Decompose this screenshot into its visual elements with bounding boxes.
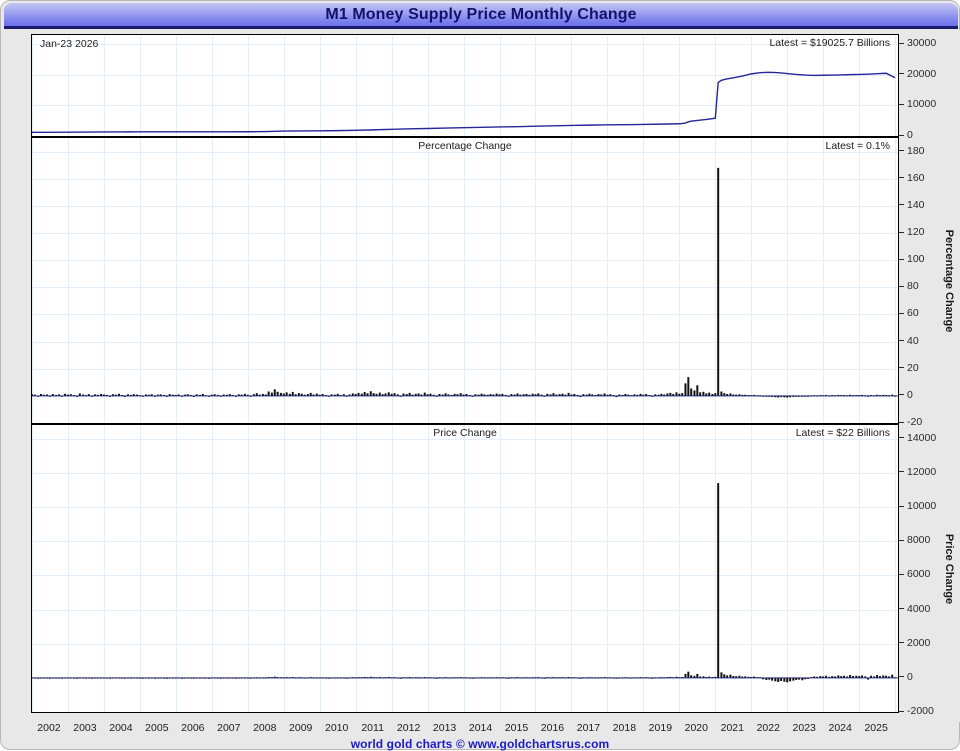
x-tick-label: 2020 xyxy=(684,722,708,734)
y-tick-label: 14000 xyxy=(899,432,936,444)
x-axis-years: 2002 2003 2004 2005 2006 2007 2008 2009 2010 2011… xyxy=(31,722,899,738)
y-tick-label: 10000 xyxy=(899,500,936,512)
y-tick-label: 160 xyxy=(899,172,925,184)
footer-credit: world gold charts © www.goldchartsrus.co… xyxy=(350,737,610,751)
series-percentage-change-bars xyxy=(32,167,898,398)
series-money-supply-line xyxy=(32,35,898,136)
x-tick-label: 2002 xyxy=(37,722,61,734)
x-tick-label: 2024 xyxy=(828,722,852,734)
y-tick-label: 20 xyxy=(899,362,919,374)
y-axis-title-price-change: Price Change xyxy=(943,533,955,604)
y-axis-percentage-change: Percentage Change -20 0 20 40 60 80 100 120 140 1… xyxy=(899,137,960,428)
x-tick-label: 2017 xyxy=(576,722,601,734)
y-tick-label: 8000 xyxy=(899,534,930,546)
x-tick-label: 2008 xyxy=(253,722,277,734)
y-tick-label: 30000 xyxy=(899,37,936,49)
page-title: M1 Money Supply Price Monthly Change xyxy=(325,5,637,23)
x-tick-label: 2013 xyxy=(432,722,457,734)
panel-percentage-change[interactable]: Percentage Change Latest = 0.1% xyxy=(31,137,899,424)
x-tick-label: 2022 xyxy=(756,722,780,734)
y-tick-label: 0 xyxy=(899,389,913,401)
x-tick-label: 2014 xyxy=(468,722,493,734)
x-tick-label: 2021 xyxy=(720,722,744,734)
gridlines-top xyxy=(32,35,898,136)
gridlines-middle xyxy=(32,138,898,423)
x-tick-label: 2003 xyxy=(73,722,97,734)
y-axis-money-supply: 0 10000 20000 30000 xyxy=(899,34,960,141)
x-tick-label: 2006 xyxy=(181,722,205,734)
y-tick-label: 140 xyxy=(899,199,925,211)
y-axis-title-percentage-change: Percentage Change xyxy=(943,229,955,332)
y-tick-label: -20 xyxy=(899,416,922,428)
y-tick-label: 0 xyxy=(899,129,913,141)
y-tick-label: 40 xyxy=(899,335,919,347)
x-tick-label: 2016 xyxy=(540,722,565,734)
panel-top-date-label: Jan-23 2026 xyxy=(40,38,99,50)
x-tick-label: 2004 xyxy=(109,722,133,734)
y-tick-label: 12000 xyxy=(899,466,936,478)
y-tick-label: 4000 xyxy=(899,603,930,615)
x-tick-label: 2005 xyxy=(145,722,169,734)
panel-middle-latest-label: Latest = 0.1% xyxy=(825,140,890,152)
x-tick-label: 2025 xyxy=(864,722,888,734)
x-tick-label: 2015 xyxy=(504,722,529,734)
y-tick-label: 2000 xyxy=(899,637,930,649)
y-tick-label: 120 xyxy=(899,226,925,238)
y-tick-label: 180 xyxy=(899,145,925,157)
x-tick-label: 2019 xyxy=(648,722,673,734)
y-tick-label: 10000 xyxy=(899,98,936,110)
y-tick-label: 0 xyxy=(899,671,913,683)
y-tick-label: 20000 xyxy=(899,68,936,80)
x-tick-label: 2012 xyxy=(396,722,421,734)
y-axis-price-change: Price Change -2000 0 2000 4000 6000 8000 10000… xyxy=(899,424,960,717)
y-tick-label: 60 xyxy=(899,307,919,319)
y-tick-label: 80 xyxy=(899,280,919,292)
x-tick-label: 2018 xyxy=(612,722,637,734)
chart-plate: Jan-23 2026 Latest = $19025.7 Billions P… xyxy=(1,30,960,722)
panel-middle-title: Percentage Change xyxy=(418,140,512,152)
x-tick-label: 2023 xyxy=(792,722,816,734)
series-price-change-bars xyxy=(32,483,898,683)
panel-price-change[interactable]: Price Change Latest = $22 Billions xyxy=(31,424,899,713)
panel-money-supply-level[interactable]: Jan-23 2026 Latest = $19025.7 Billions xyxy=(31,34,899,137)
panel-bottom-latest-label: Latest = $22 Billions xyxy=(795,427,890,439)
window-titlebar: M1 Money Supply Price Monthly Change xyxy=(4,3,958,29)
x-tick-label: 2010 xyxy=(325,722,349,734)
y-tick-label: -2000 xyxy=(899,705,934,717)
panel-bottom-title: Price Change xyxy=(433,427,497,439)
y-tick-label: 6000 xyxy=(899,568,930,580)
panel-top-latest-label: Latest = $19025.7 Billions xyxy=(769,37,890,49)
x-tick-label: 2007 xyxy=(217,722,241,734)
x-tick-label: 2009 xyxy=(289,722,313,734)
y-tick-label: 100 xyxy=(899,253,925,265)
x-tick-label: 2011 xyxy=(361,722,384,734)
